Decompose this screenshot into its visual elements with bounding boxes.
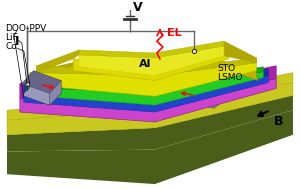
Polygon shape [7,95,293,152]
Polygon shape [27,72,263,105]
Polygon shape [7,83,293,135]
Text: STO: STO [217,64,235,73]
Polygon shape [224,41,256,63]
Text: EL: EL [167,28,182,38]
Text: LSMO: LSMO [217,73,242,82]
Text: Co: Co [5,42,17,50]
Polygon shape [37,63,256,96]
Polygon shape [50,81,61,105]
Polygon shape [214,59,259,81]
Text: LiF: LiF [5,33,18,42]
Text: V: V [134,1,143,14]
Polygon shape [37,50,79,73]
Text: B: B [274,115,284,129]
Polygon shape [24,76,268,112]
Polygon shape [30,61,81,88]
Polygon shape [165,90,214,108]
Polygon shape [7,73,293,120]
Polygon shape [27,67,263,90]
Text: Al: Al [139,59,151,69]
Polygon shape [20,79,276,122]
Polygon shape [22,71,61,93]
Text: I: I [15,35,19,48]
Polygon shape [7,110,293,184]
Polygon shape [22,71,34,95]
Polygon shape [24,69,268,97]
Polygon shape [22,84,61,105]
Polygon shape [214,88,229,108]
Polygon shape [79,46,224,76]
Polygon shape [79,41,224,58]
Polygon shape [20,66,276,105]
Polygon shape [37,58,256,76]
Polygon shape [165,89,229,108]
Text: DOO-PPV: DOO-PPV [5,24,46,33]
Polygon shape [73,49,229,81]
